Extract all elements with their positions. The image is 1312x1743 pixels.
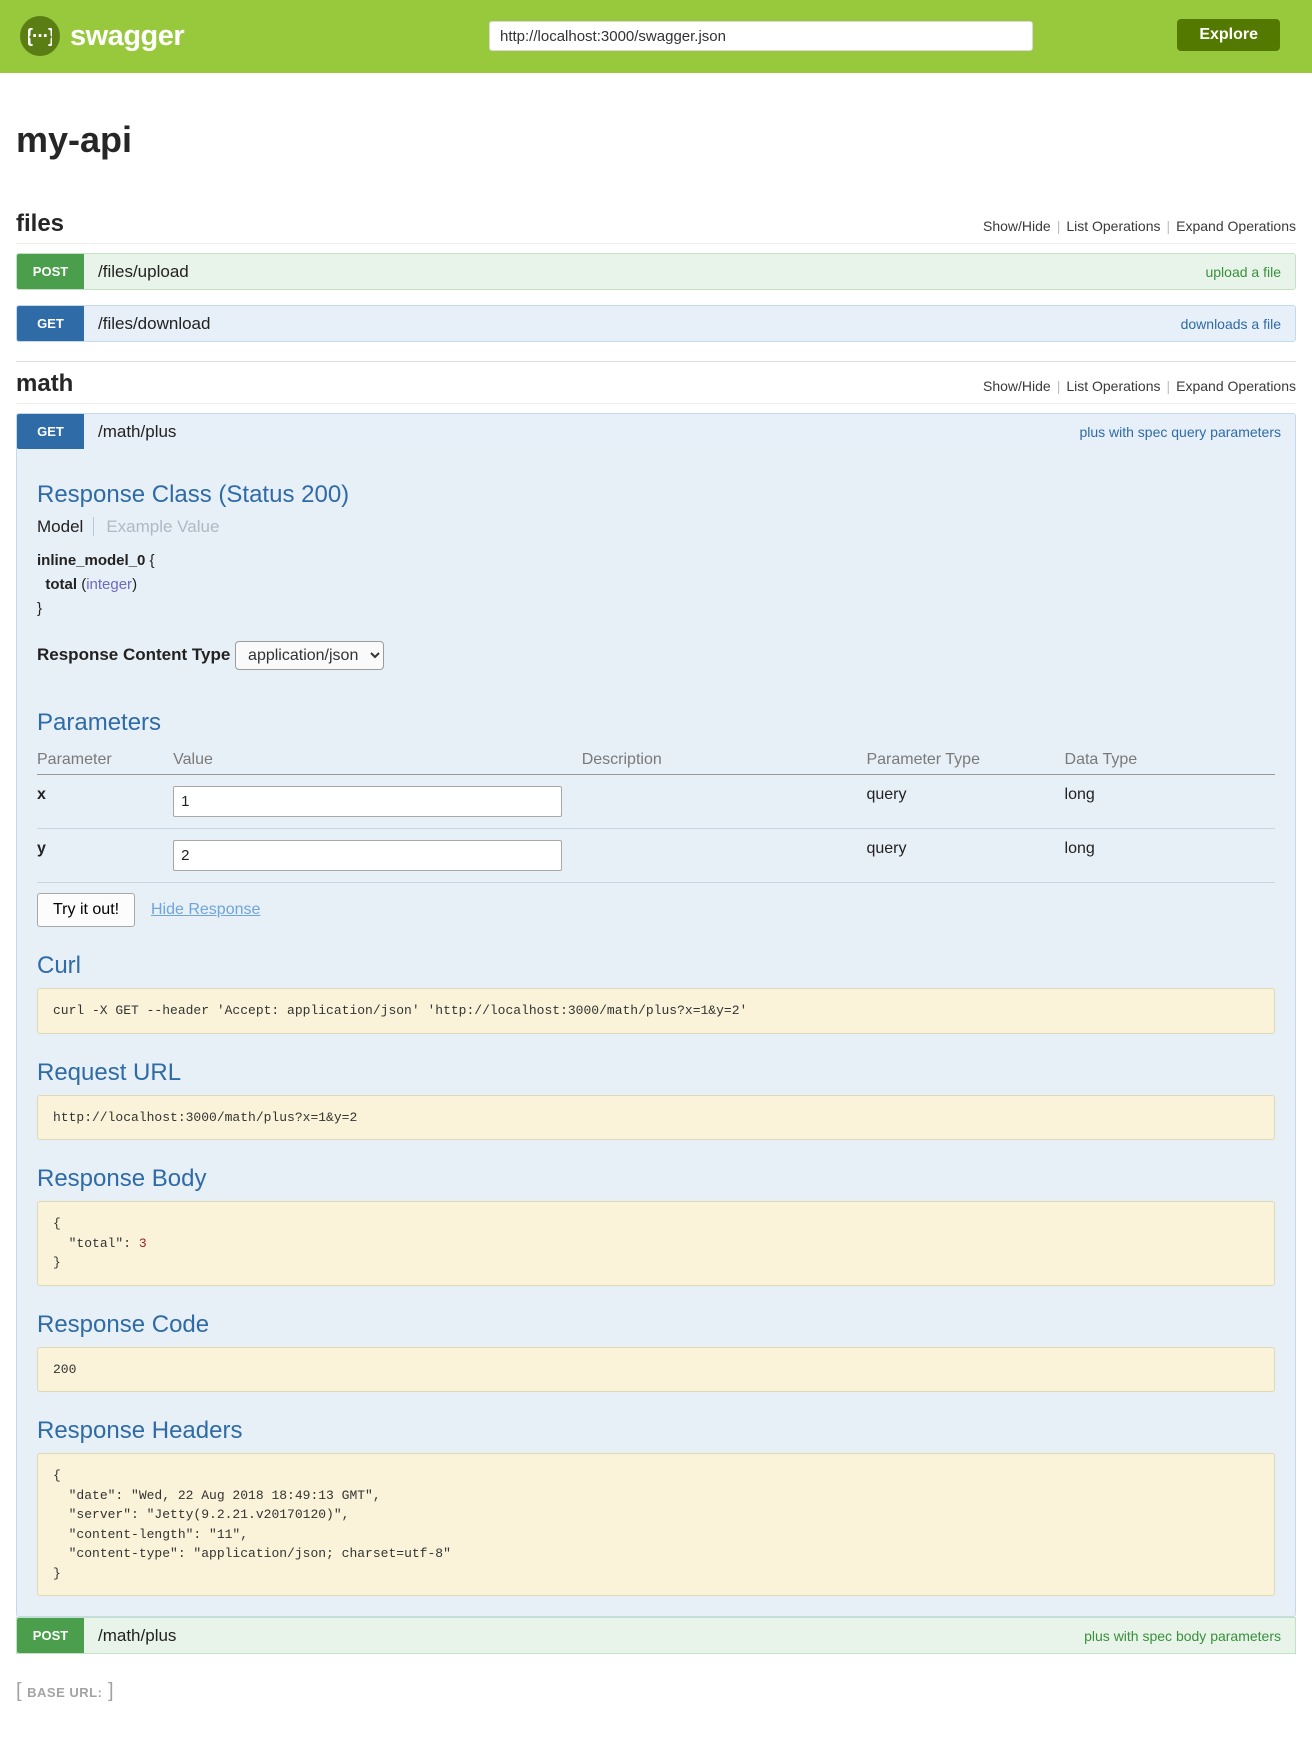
svg-text:{···}: {···} — [28, 26, 52, 47]
